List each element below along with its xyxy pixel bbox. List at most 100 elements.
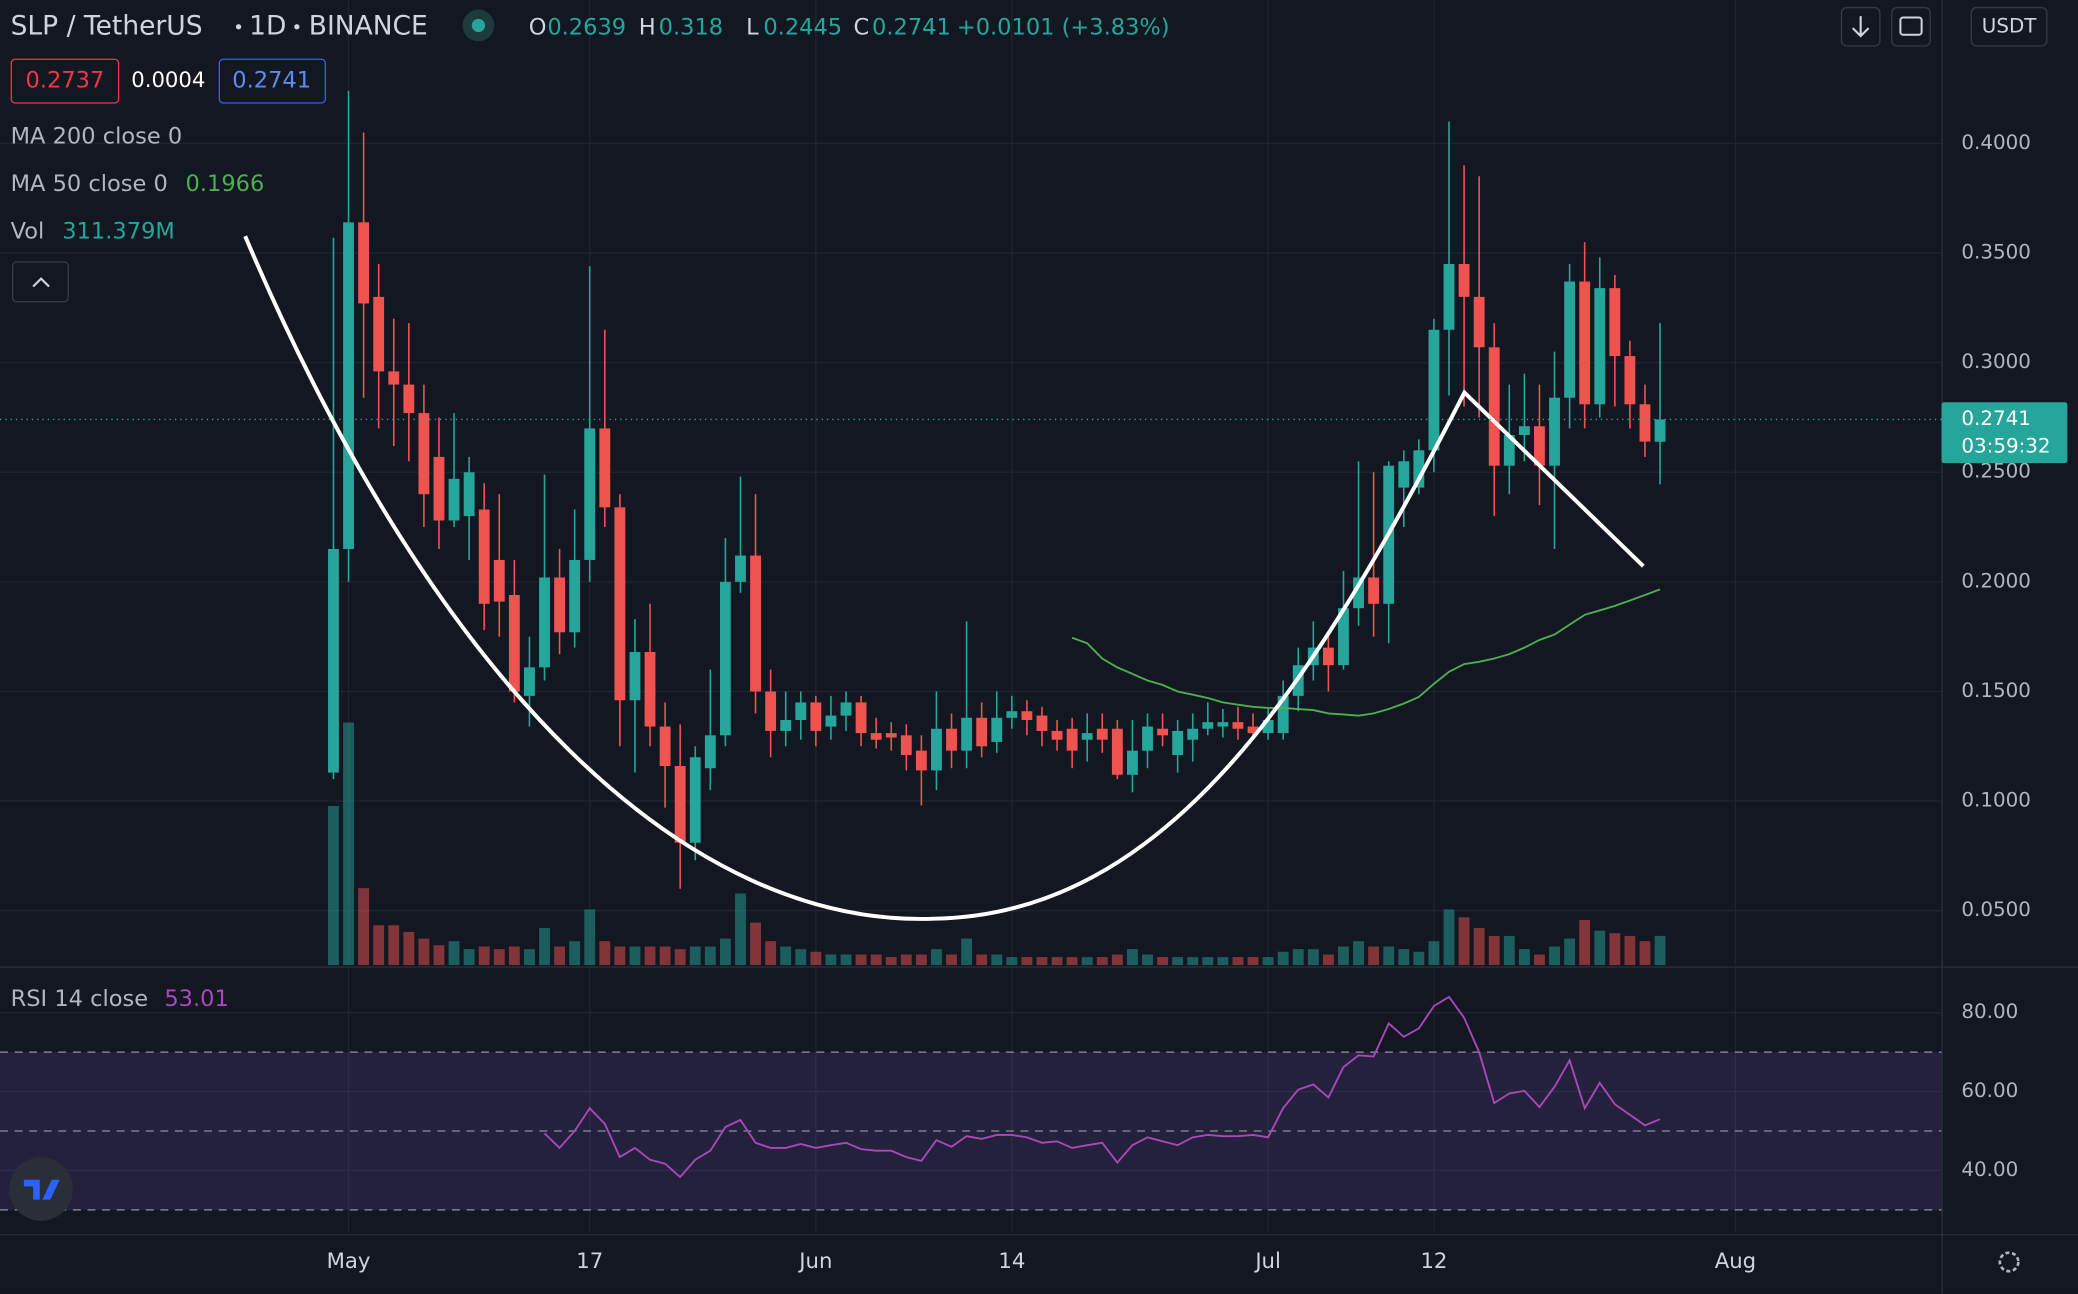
- volume-bar: [1564, 938, 1576, 966]
- candle-body: [1036, 715, 1048, 731]
- candle-body: [1398, 461, 1410, 488]
- volume-bar: [900, 954, 912, 966]
- y-tick-label: 0.3000: [1961, 350, 2031, 373]
- volume-bar: [1443, 909, 1455, 966]
- bid: 0.2737: [26, 68, 105, 94]
- candle-body: [584, 428, 596, 560]
- candle-body: [1006, 711, 1018, 718]
- candle-body: [343, 222, 354, 549]
- volume-bar: [1594, 930, 1606, 966]
- price-tag-countdown: 03:59:32: [1961, 435, 2050, 458]
- volume-bar: [1428, 941, 1440, 966]
- candle-body: [328, 548, 339, 773]
- x-tick-label: Aug: [1715, 1248, 1756, 1273]
- volume-bar: [674, 949, 686, 966]
- volume-bar: [1157, 957, 1169, 966]
- candle-body: [1458, 263, 1470, 297]
- candle-body: [1127, 750, 1138, 775]
- candle-body: [810, 702, 822, 731]
- volume-bar: [508, 946, 520, 966]
- volume-bar: [1518, 949, 1530, 966]
- candle-body: [1549, 397, 1560, 466]
- volume-bar: [569, 941, 581, 966]
- candle-body: [1518, 426, 1530, 435]
- candle-body: [946, 728, 957, 751]
- volume-bar: [855, 954, 867, 966]
- candle-body: [870, 733, 882, 740]
- volume-bar: [448, 941, 460, 966]
- volume-bar: [358, 888, 370, 966]
- volume-bar: [463, 949, 475, 966]
- scroll-icon: [1851, 16, 1870, 38]
- market-status-dot: [471, 18, 486, 33]
- x-tick-label: 14: [998, 1248, 1025, 1273]
- bid-box[interactable]: [10, 58, 120, 104]
- volume-bar: [840, 954, 852, 966]
- candle-body: [1217, 722, 1229, 727]
- x-tick-label: Jul: [1253, 1248, 1281, 1273]
- candle-body: [1111, 728, 1123, 775]
- volume-bar: [1051, 957, 1063, 966]
- candle-body: [689, 757, 701, 843]
- ask-box[interactable]: [218, 58, 327, 104]
- candle-body: [1654, 419, 1666, 442]
- volume-bar: [433, 945, 445, 966]
- ma50-value: 0.1966: [186, 171, 265, 197]
- y-tick-label: 0.1500: [1961, 679, 2031, 702]
- volume-bar: [1322, 954, 1334, 966]
- ohlc-label: C: [853, 15, 869, 41]
- candle-body: [1594, 288, 1606, 405]
- rsi-tick-label: 60.00: [1961, 1079, 2018, 1102]
- candle-body: [1368, 577, 1380, 604]
- volume-bar: [418, 938, 430, 966]
- volume-bars: [328, 722, 1666, 966]
- candle-body: [418, 413, 430, 495]
- candle-body: [795, 702, 807, 720]
- volume-bar: [1609, 933, 1621, 966]
- volume-bar: [946, 954, 957, 966]
- candle-body: [1157, 728, 1169, 736]
- logo[interactable]: [9, 1157, 73, 1221]
- settings-button[interactable]: [1998, 1251, 2020, 1273]
- fullscreen-icon: [1899, 16, 1923, 36]
- collapse-button[interactable]: [11, 261, 69, 303]
- volume-bar: [735, 893, 746, 966]
- candle-body: [1579, 281, 1591, 405]
- candle-body: [991, 717, 1003, 742]
- volume-bar: [493, 949, 505, 966]
- rsi-tick-label: 80.00: [1961, 1000, 2018, 1023]
- candle-body: [840, 702, 852, 716]
- currency: USDT: [1982, 14, 2037, 37]
- candle-body: [493, 559, 505, 602]
- candle-body: [1096, 728, 1108, 740]
- volume-bar: [885, 957, 897, 966]
- price-tag-box: [1941, 402, 2068, 464]
- fullscreen-button[interactable]: [1891, 6, 1931, 47]
- candle-body: [961, 717, 973, 751]
- volume-bar: [780, 946, 792, 966]
- volume-bar: [478, 946, 490, 966]
- volume-bar: [1217, 957, 1229, 966]
- y-tick-label: 0.2000: [1961, 569, 2031, 592]
- volume-bar: [1503, 935, 1515, 966]
- volume-bar: [1172, 957, 1184, 966]
- volume-bar: [810, 951, 822, 966]
- collapse-icon: [32, 277, 50, 288]
- candle-body: [388, 371, 400, 385]
- volume-bar: [1534, 954, 1545, 966]
- volume-bar: [599, 941, 611, 966]
- volume-bar: [1413, 951, 1425, 966]
- volume-bar: [689, 946, 701, 966]
- volume-bar: [765, 941, 777, 966]
- volume-bar: [614, 946, 626, 966]
- volume-bar: [719, 938, 731, 966]
- volume-bar: [915, 954, 927, 966]
- currency-button[interactable]: [1970, 6, 2048, 47]
- volume-bar: [931, 949, 942, 966]
- ohlc-value: 0.2741: [872, 15, 951, 41]
- volume-bar: [795, 949, 807, 966]
- volume-bar: [1202, 957, 1214, 966]
- volume-bar: [1066, 957, 1078, 966]
- volume-bar: [644, 946, 656, 966]
